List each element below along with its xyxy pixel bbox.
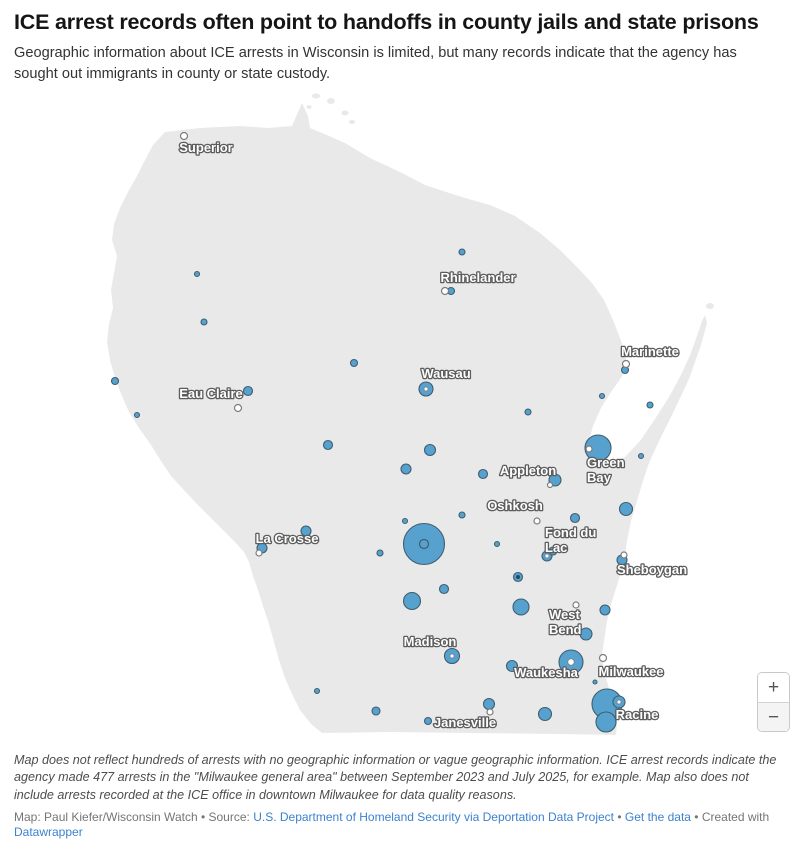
page-title: ICE arrest records often point to handof… (14, 10, 759, 34)
zoom-in-button[interactable]: + (758, 673, 789, 703)
city-label: Sheboygan (617, 562, 687, 577)
attribution-text: • (614, 809, 625, 824)
marker-layer (110, 132, 654, 733)
map-marker[interactable] (537, 707, 553, 722)
city-label: West Bend (549, 607, 582, 637)
map-marker[interactable] (300, 525, 312, 537)
map-marker[interactable] (533, 517, 541, 525)
zoom-controls: + − (757, 672, 790, 733)
map-marker[interactable] (233, 404, 243, 413)
map-marker[interactable] (618, 502, 634, 517)
chart-header: ICE arrest records often point to handof… (0, 0, 794, 84)
island-shape (706, 303, 714, 310)
map-marker[interactable] (558, 649, 584, 675)
wisconsin-map[interactable]: Superior Rhinelander Marinette Wausau Eau Cl… (0, 88, 794, 742)
label-layer: Superior Rhinelander Marinette Wausau Eau Cl… (178, 139, 688, 732)
map-marker[interactable] (193, 271, 201, 278)
map-marker[interactable] (200, 318, 208, 326)
city-label: Racine (616, 707, 659, 722)
map-marker[interactable] (486, 708, 494, 716)
city-label: Milwaukee (598, 664, 663, 679)
footnote: Map does not reflect hundreds of arrests… (14, 753, 777, 802)
zoom-out-button[interactable]: − (758, 702, 789, 732)
city-label: Janesville (434, 715, 496, 730)
map-marker[interactable] (322, 440, 334, 451)
city-label: Waukesha (514, 665, 579, 680)
attribution-link[interactable]: Datawrapper (14, 825, 83, 840)
map-marker[interactable] (400, 463, 412, 475)
map-marker[interactable] (376, 549, 384, 557)
map-marker[interactable] (438, 584, 450, 595)
map-marker[interactable] (598, 393, 606, 400)
map-marker[interactable] (585, 445, 593, 453)
island-shape (312, 93, 320, 99)
map-marker[interactable] (505, 660, 519, 673)
city-label: Oshkosh (487, 498, 543, 513)
map-marker[interactable] (349, 359, 359, 368)
attribution-line: Map: Paul Kiefer/Wisconsin Watch • Sourc… (14, 810, 780, 841)
city-label: Wausau (421, 366, 470, 381)
map-marker[interactable] (133, 412, 141, 419)
map-marker[interactable] (423, 444, 437, 457)
map-marker[interactable] (592, 679, 598, 685)
city-label: Green Bay (587, 455, 625, 485)
map-marker[interactable] (401, 518, 409, 525)
map-marker[interactable] (423, 717, 433, 726)
map-marker[interactable] (620, 551, 628, 559)
map-marker[interactable] (458, 248, 466, 256)
attribution-link[interactable]: U.S. Department of Homeland Security via… (253, 809, 615, 824)
map-marker[interactable] (621, 360, 631, 369)
map-marker[interactable] (458, 511, 466, 519)
island-shape (341, 110, 349, 116)
island-shape (306, 105, 312, 110)
map-marker[interactable] (371, 706, 381, 716)
map-marker[interactable] (443, 648, 461, 665)
map-marker[interactable] (242, 386, 254, 397)
attribution-text: Map: Paul Kiefer/Wisconsin Watch • Sourc… (14, 809, 254, 824)
map-marker[interactable] (612, 695, 626, 709)
map-marker[interactable] (402, 592, 422, 611)
map-marker[interactable] (598, 654, 608, 663)
wisconsin-shape (107, 103, 707, 736)
city-label: Rhinelander (440, 270, 515, 285)
map-marker[interactable] (548, 546, 558, 556)
map-marker[interactable] (572, 601, 580, 609)
map-marker[interactable] (512, 598, 530, 616)
map-marker[interactable] (599, 604, 611, 616)
map-marker[interactable] (579, 627, 593, 641)
map-marker[interactable] (493, 541, 501, 548)
chart-footer: Map does not reflect hundreds of arrests… (0, 742, 794, 841)
map-marker[interactable] (646, 401, 654, 409)
map-marker[interactable] (110, 377, 120, 386)
map-marker[interactable] (482, 698, 496, 711)
map-marker[interactable] (313, 688, 321, 695)
attribution-link[interactable]: Get the data (624, 809, 691, 824)
city-label: Appleton (500, 463, 556, 478)
map-marker[interactable] (546, 482, 554, 489)
chart-description: Geographic information about ICE arrests… (14, 44, 737, 82)
map-marker[interactable] (512, 572, 524, 583)
map-marker[interactable] (477, 469, 489, 480)
land-layer (107, 93, 714, 736)
map-marker[interactable] (179, 132, 189, 141)
city-label: Superior (179, 140, 232, 155)
island-shape (349, 120, 355, 125)
map-marker[interactable] (255, 549, 263, 557)
attribution-text: • Created with (690, 809, 770, 824)
map-marker[interactable] (418, 381, 434, 397)
map-marker[interactable] (440, 287, 450, 296)
city-label: La Crosse (256, 531, 319, 546)
island-shape (327, 98, 335, 105)
map-container[interactable]: Superior Rhinelander Marinette Wausau Eau Cl… (0, 88, 794, 742)
map-marker[interactable] (584, 434, 612, 462)
map-marker[interactable] (524, 408, 532, 416)
map-marker[interactable] (595, 711, 617, 733)
city-label: Eau Claire (179, 386, 243, 401)
city-label: Marinette (621, 344, 679, 359)
map-marker[interactable] (637, 453, 645, 460)
city-label: Fond du Lac (545, 525, 596, 555)
map-marker[interactable] (402, 523, 446, 566)
city-label: Madison (404, 634, 457, 649)
map-marker[interactable] (569, 513, 581, 524)
